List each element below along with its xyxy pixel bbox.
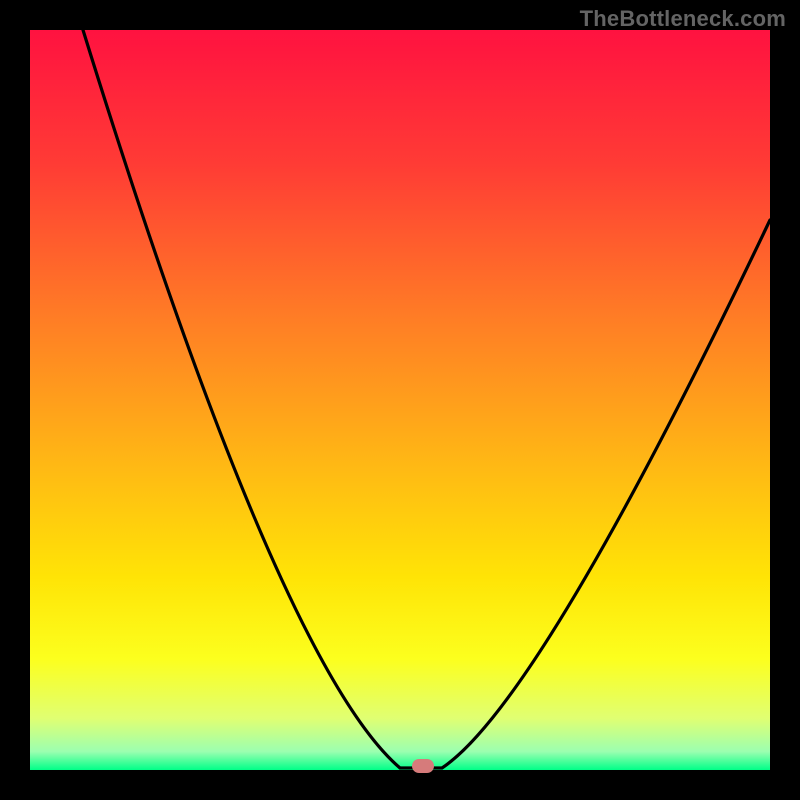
chart-plot-area <box>30 30 770 770</box>
optimal-point-marker <box>412 759 434 773</box>
watermark-text: TheBottleneck.com <box>580 6 786 32</box>
bottleneck-curve <box>30 30 770 770</box>
